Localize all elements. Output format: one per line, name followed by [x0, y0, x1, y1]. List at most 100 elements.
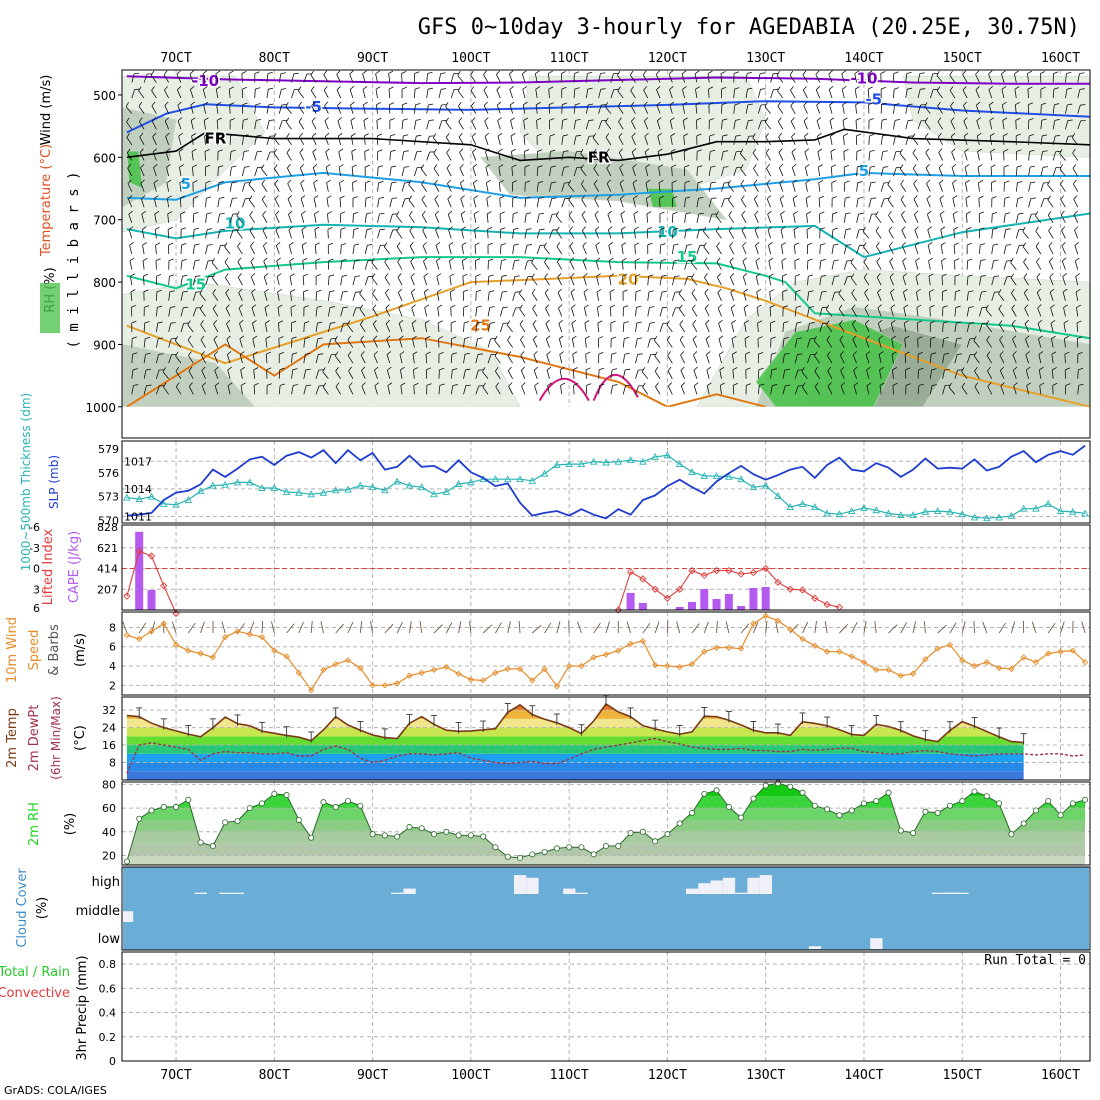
wind-barb	[377, 167, 379, 177]
precip-total-label: Total / Rain	[0, 965, 70, 980]
wind-barb-flag	[289, 242, 294, 246]
wind-barb	[536, 198, 540, 208]
wind-barb-flag	[842, 117, 848, 121]
wind-barb-flag	[537, 149, 543, 152]
wind-barb-flag	[315, 242, 320, 246]
wind-barb	[1065, 120, 1069, 130]
wind-barb	[814, 386, 821, 395]
wind-barb	[277, 307, 280, 317]
wind-barb	[438, 73, 442, 83]
wind-barb-flag	[440, 88, 447, 90]
wind-barb-flag	[662, 306, 668, 309]
wind-barb-flag	[904, 335, 910, 339]
wind-barb	[225, 308, 231, 317]
wind-barb	[435, 245, 440, 255]
wind-barb-flag	[177, 86, 182, 91]
wind-barb-flag	[900, 195, 905, 200]
wind-barb-flag	[477, 353, 483, 355]
wind-barb	[532, 308, 538, 317]
wind-barb	[524, 276, 529, 286]
wind-barb-flag	[795, 274, 801, 277]
wind-speed-marker	[504, 665, 511, 673]
wind-barb	[275, 245, 280, 255]
wind-barb-flag	[1038, 335, 1043, 340]
wind-barb	[261, 168, 268, 177]
thickness-marker	[602, 458, 610, 466]
contour-label: 15	[677, 248, 698, 266]
wind-barb-flag	[710, 181, 717, 184]
wind-barb	[359, 293, 366, 302]
wind-barb-flag	[670, 117, 675, 121]
wind-barb	[915, 276, 919, 286]
wind-barb	[475, 338, 478, 348]
wind-barb-flag	[1012, 335, 1017, 340]
wind-barb-flag	[899, 148, 903, 154]
precip-tick-label: 0	[109, 1055, 116, 1068]
wind-barb	[483, 105, 489, 114]
wind-barb-flag	[882, 134, 888, 137]
wind-barb	[239, 323, 243, 333]
wind-barb	[1059, 153, 1066, 161]
wind-barb-flag	[806, 227, 812, 230]
wind-barb-flag	[549, 133, 555, 137]
wind-barb-flag	[575, 134, 582, 137]
wind-barb	[536, 167, 539, 177]
wind-barb-flag	[1062, 288, 1068, 293]
contour-label: -10	[850, 70, 877, 88]
wind-barb	[979, 307, 983, 317]
wind-barb-flag	[690, 258, 695, 263]
wind-barb	[925, 137, 931, 146]
wind-barb	[853, 370, 857, 379]
wind-barb-flag	[290, 289, 296, 293]
wind-barb	[426, 73, 429, 83]
wind-barb	[582, 245, 587, 255]
rh-marker	[983, 793, 990, 800]
wind-barb	[875, 246, 882, 255]
wind-speed-marker	[283, 653, 290, 660]
wind-barb-flag	[201, 382, 207, 387]
wind-barb-flag	[683, 149, 689, 152]
wind-barb	[925, 167, 931, 177]
wind-barb	[139, 121, 145, 130]
wind-barb	[1075, 276, 1079, 286]
wind-barb-flag	[348, 382, 353, 387]
wind-barb-flag	[645, 164, 650, 168]
wind-barb-flag	[436, 257, 441, 262]
wind-barb	[654, 371, 661, 379]
wind-barb-flag	[482, 367, 486, 372]
wind-barb	[1025, 338, 1029, 348]
wind-barb	[483, 89, 489, 99]
wind-barb-flag	[685, 196, 691, 199]
wind-barb	[593, 152, 599, 161]
wind-barb	[278, 89, 282, 99]
wind-barb-flag	[364, 149, 370, 152]
wind-barb-flag	[919, 72, 925, 75]
wind-barb-flag	[355, 275, 361, 277]
surface-wind-barb	[261, 620, 264, 634]
wind-barb	[937, 121, 943, 130]
wind-barb-flag	[499, 179, 504, 184]
wind-barb-flag	[854, 70, 860, 75]
wind-barb	[315, 370, 320, 379]
rh-legend-swatch	[40, 283, 60, 333]
wind-barb-flag	[846, 244, 852, 246]
wind-barb	[913, 214, 919, 223]
wind-barb-flag	[635, 289, 641, 293]
wind-barb-flag	[692, 335, 697, 340]
surface-wind-barb	[286, 623, 295, 634]
wind-barb-flag	[164, 101, 169, 106]
wind-barb-flag	[153, 179, 159, 184]
wind-barb-flag	[251, 288, 256, 293]
wind-barb	[386, 354, 391, 364]
wind-barb-flag	[145, 336, 151, 340]
wind-speed-marker	[873, 666, 880, 674]
wind-barb-flag	[739, 148, 744, 154]
wind-barb-flag	[402, 118, 408, 121]
thickness-marker	[393, 477, 401, 485]
wind-barb-flag	[473, 179, 478, 184]
wind-barb-flag	[1076, 320, 1082, 324]
wind-barb	[434, 183, 440, 192]
wind-barb	[412, 338, 415, 348]
lifted-index-marker	[676, 585, 684, 593]
wind-barb	[364, 213, 367, 223]
